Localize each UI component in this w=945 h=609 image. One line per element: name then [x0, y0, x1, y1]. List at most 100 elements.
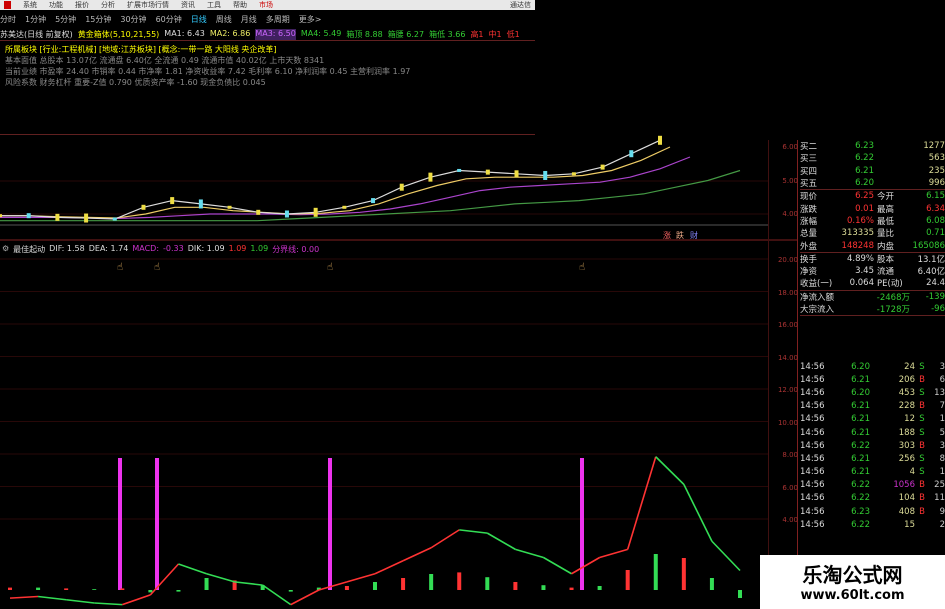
quote-label: 总量	[800, 229, 818, 240]
indicator-name[interactable]: 黄金箱体(5,10,21,55)	[77, 30, 160, 39]
price-tick: 5.00	[782, 177, 798, 185]
dif-line-segment	[290, 589, 320, 606]
candle	[485, 169, 490, 175]
period-tab[interactable]: 月线	[240, 15, 257, 24]
tick-volume: 188	[898, 427, 915, 438]
menu-item[interactable]: 功能	[49, 1, 63, 9]
app-name: 通达信	[510, 1, 531, 9]
period-tab[interactable]: 分时	[0, 15, 16, 24]
tick-row: 14:56 6.21 12 S 1	[800, 413, 945, 426]
dif-line-segment	[66, 598, 95, 604]
tick-list[interactable]: 14:56 6.20 24 S 3 14:56 6.21 206 B 6 14:56 6.20 453 S…	[800, 360, 945, 531]
menu-item[interactable]: 分析	[101, 1, 115, 9]
candle	[313, 207, 318, 217]
quote-value: 0.16%	[846, 215, 874, 226]
candle	[371, 198, 376, 204]
macd-bar	[232, 580, 237, 590]
tick-row: 14:56 6.21 188 S 5	[800, 426, 945, 439]
tick-count: 1	[939, 414, 945, 425]
indicator-tick: 16.00	[777, 321, 798, 329]
macd-bar	[401, 578, 406, 590]
tick-side: S	[919, 361, 925, 372]
tick-row: 14:56 6.21 256 S 8	[800, 452, 945, 465]
dif-line-segment	[711, 540, 741, 572]
tick-side: B	[919, 440, 925, 451]
period-tab[interactable]: 1分钟	[25, 15, 47, 24]
quote-value: 1277	[923, 141, 945, 152]
high-flag: 高1	[470, 30, 484, 39]
macd-bar	[457, 572, 462, 590]
mid-flag: 中1	[488, 30, 502, 39]
menu-item[interactable]: 工具	[207, 1, 221, 9]
candle	[428, 172, 433, 182]
tag-down[interactable]: 跌	[676, 231, 684, 240]
tick-time: 14:56	[800, 440, 825, 451]
candle	[227, 205, 232, 209]
period-tab[interactable]: 多周期	[265, 15, 290, 24]
menu-item[interactable]: 报价	[75, 1, 89, 9]
box-mid: 箱腰 6.27	[387, 30, 425, 39]
tick-price: 6.21	[851, 414, 870, 425]
ma-mid-line	[0, 146, 671, 219]
quote-label: 换手	[800, 254, 818, 265]
candle	[658, 135, 662, 145]
dif-line-segment	[206, 572, 235, 583]
macd-bar	[513, 582, 518, 590]
quote-label: 买三	[800, 154, 818, 165]
period-tab[interactable]: 15分钟	[85, 15, 112, 24]
flow-value: -2468万	[876, 292, 910, 303]
period-tab[interactable]: 日线	[190, 15, 207, 24]
menu-item[interactable]: 系统	[23, 1, 37, 9]
period-tab[interactable]: 更多>	[298, 15, 322, 24]
tick-volume: 206	[898, 374, 915, 385]
tick-row: 14:56 6.22 15 2	[800, 518, 945, 531]
menu-bar: 系统 功能 报价 分析 扩展市场行情 资讯 工具 帮助 市场 通达信	[0, 0, 535, 10]
menu-item[interactable]: 资讯	[181, 1, 195, 9]
flow-label: 净流入额	[800, 292, 835, 303]
quote-label: 股本	[877, 254, 895, 265]
candle	[55, 213, 60, 221]
period-tab[interactable]: 30分钟	[120, 15, 147, 24]
macd-bar	[681, 558, 686, 590]
dif-line-segment	[318, 581, 348, 591]
period-tab[interactable]: 60分钟	[155, 15, 182, 24]
tag-up[interactable]: 涨	[663, 231, 671, 240]
tick-row: 14:56 6.22 303 B 3	[800, 439, 945, 452]
period-tab[interactable]: 周线	[215, 15, 232, 24]
macd-bar	[316, 587, 321, 590]
quote-row: 净资 3.45 流通 6.40亿	[800, 265, 945, 277]
tick-count: 25	[934, 480, 945, 491]
tick-time: 14:56	[800, 374, 825, 385]
period-bar: 分时 1分钟 5分钟 15分钟 30分钟 60分钟 日线 周线 月线 多周期 更多>	[0, 14, 321, 25]
flow-row: 净流入额 -2468万 -139	[800, 291, 945, 303]
dif-line-segment	[149, 563, 180, 596]
candle	[543, 170, 548, 180]
tick-count: 9	[939, 506, 945, 517]
ma-long-line	[0, 156, 691, 220]
tick-side: B	[919, 493, 925, 504]
flow-value: -1728万	[876, 305, 910, 315]
period-tab[interactable]: 5分钟	[55, 15, 77, 24]
quote-row: 涨幅 0.16% 最低 6.08	[800, 215, 945, 227]
menu-item-market[interactable]: 市场	[259, 1, 273, 9]
macd-bar	[344, 586, 349, 590]
indicator-name[interactable]: 最佳起动	[13, 245, 46, 254]
indicator-gear-icon[interactable]: ⚙	[2, 244, 10, 253]
tick-row: 14:56 6.22 104 B 11	[800, 492, 945, 505]
macd-bar	[120, 588, 125, 590]
quote-label: 最低	[877, 216, 895, 227]
quote-label: 净资	[800, 267, 818, 278]
tick-row: 14:56 6.21 228 B 7	[800, 400, 945, 413]
macd-bar	[738, 590, 742, 598]
tick-row: 14:56 6.21 4 S 1	[800, 466, 945, 479]
tick-time: 14:56	[800, 401, 825, 412]
tag-finance[interactable]: 财	[690, 231, 698, 240]
tick-time: 14:56	[800, 453, 825, 464]
quote-value: 0.71	[926, 228, 945, 239]
menu-item[interactable]: 扩展市场行情	[127, 1, 169, 9]
dif-line-segment	[122, 594, 151, 606]
macd-bar	[8, 587, 12, 590]
tick-row: 14:56 6.20 453 S 13	[800, 386, 945, 399]
menu-item[interactable]: 帮助	[233, 1, 247, 9]
